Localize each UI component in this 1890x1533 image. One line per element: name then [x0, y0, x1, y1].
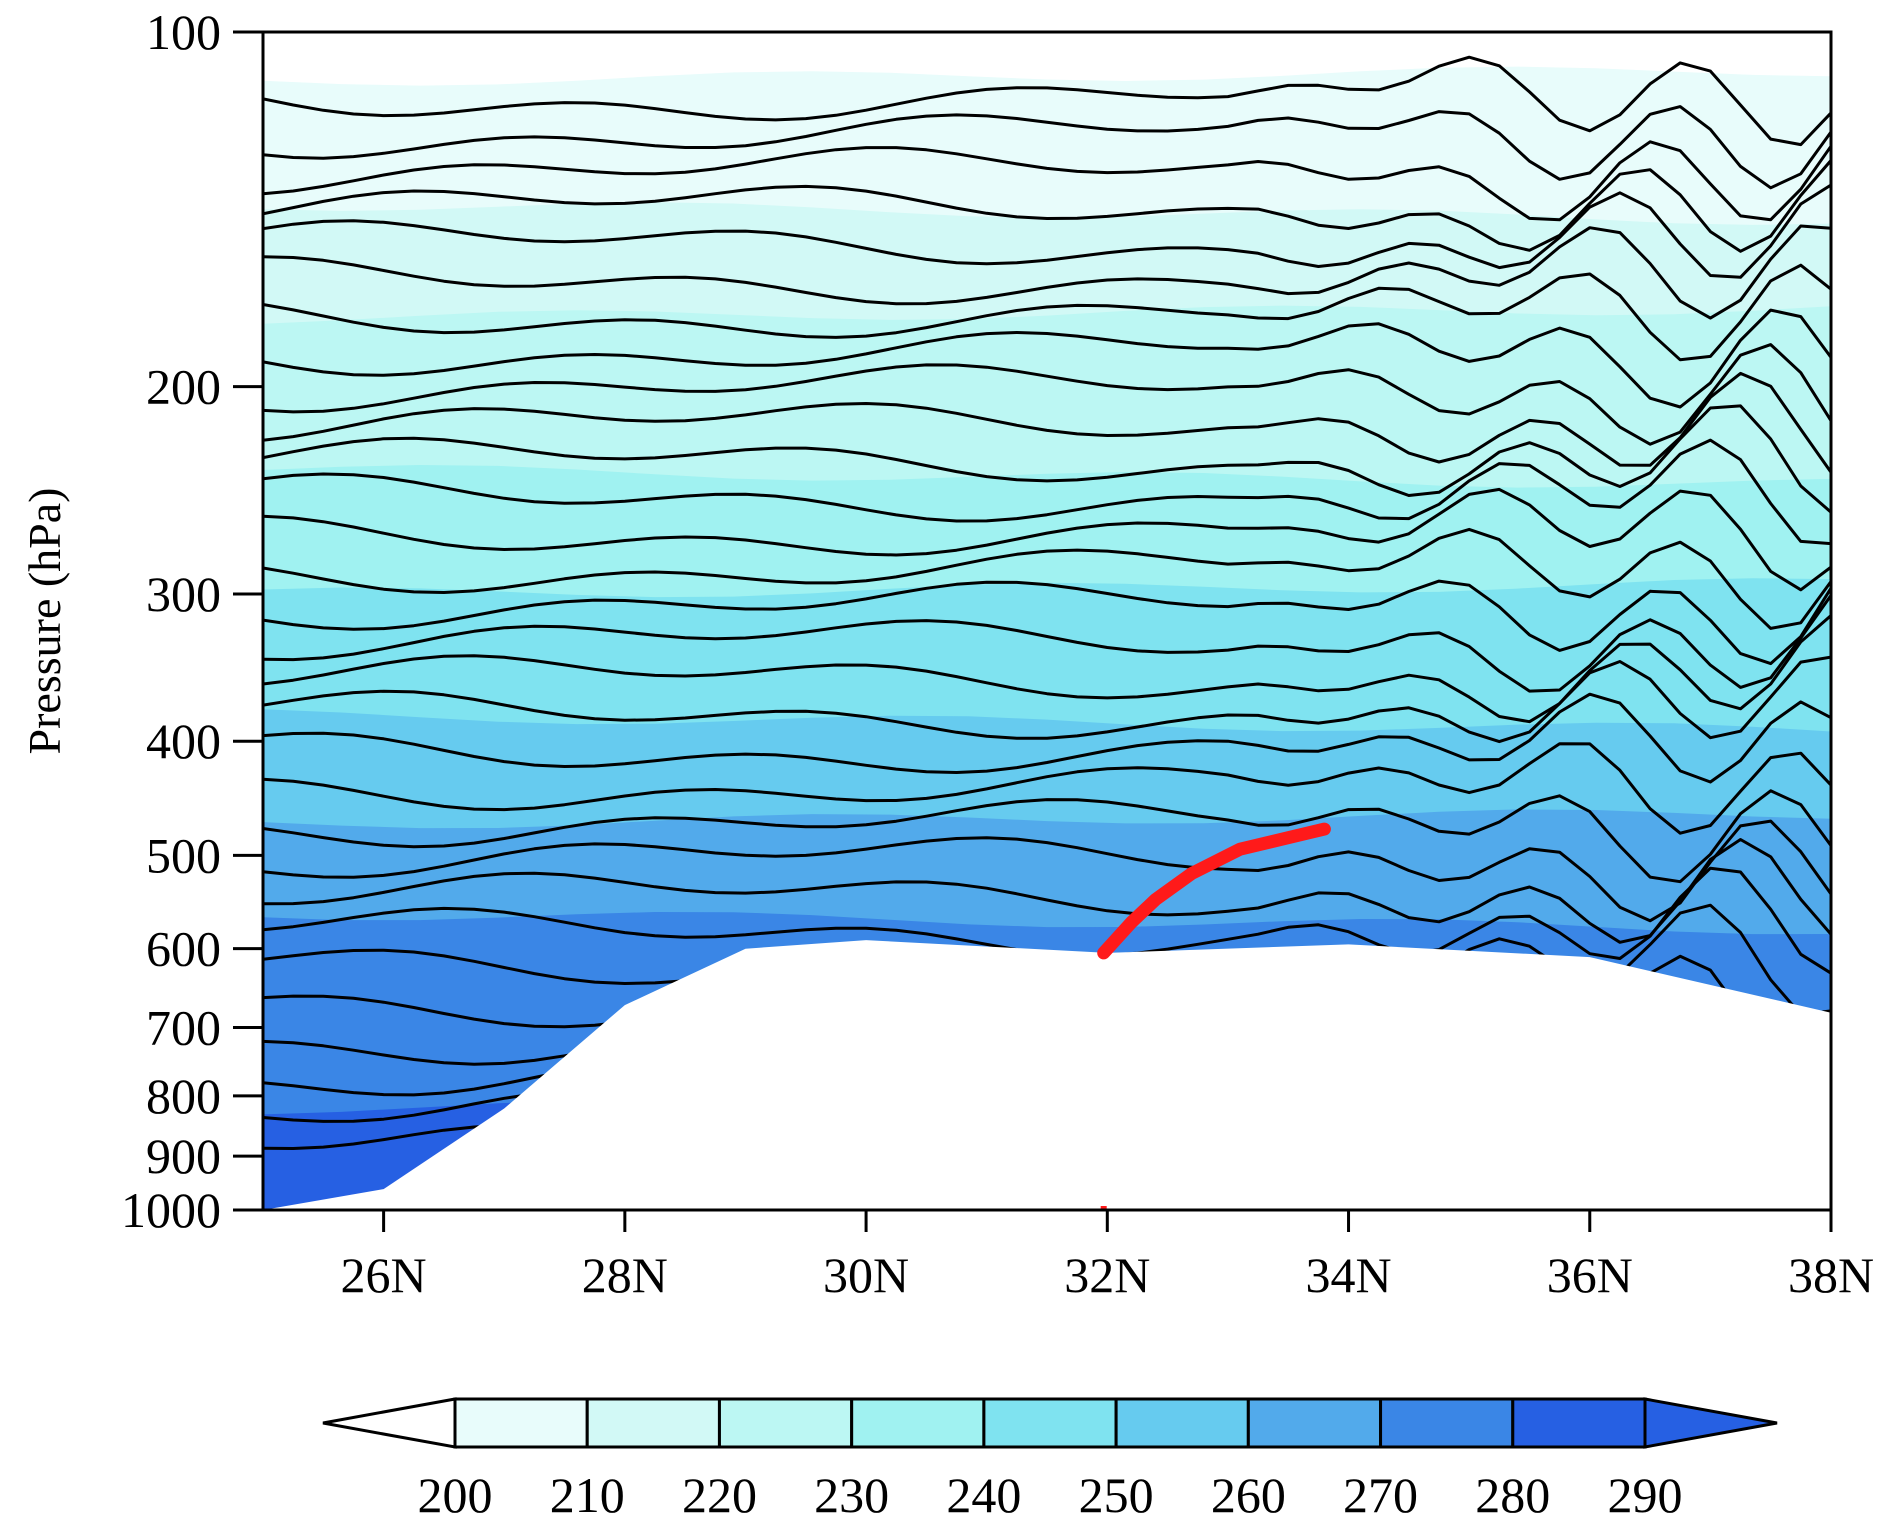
contour-line: [263, 343, 1831, 446]
contour-line: [263, 183, 1831, 279]
y-tick-label: 800: [146, 1068, 221, 1124]
colorbar-left-arrow: [322, 1397, 457, 1449]
colorbar-label: 240: [946, 1467, 1021, 1523]
colorbar-box: [1114, 1397, 1250, 1449]
y-tick-label: 400: [146, 713, 221, 769]
contour-line: [263, 404, 1831, 514]
y-tick-label: 700: [146, 1000, 221, 1056]
contour-line: [263, 655, 1831, 744]
x-tick-label: 38N: [1788, 1247, 1874, 1303]
y-tick-label: 200: [146, 359, 221, 415]
terrain-mask: [263, 940, 1831, 1210]
colorbar-label: 210: [550, 1467, 625, 1523]
colorbar-right-arrow: [1643, 1397, 1778, 1449]
colorbar-label: 250: [1079, 1467, 1154, 1523]
contour-line: [263, 224, 1831, 320]
contour-line: [263, 594, 1831, 693]
red-line-path: [1097, 822, 1331, 960]
y-tick-label: 500: [146, 827, 221, 883]
x-tick-label: 28N: [582, 1247, 668, 1303]
colorbar-label: 260: [1211, 1467, 1286, 1523]
colorbar-box: [982, 1397, 1118, 1449]
contour-line: [263, 487, 1831, 592]
colorbar-box: [1511, 1397, 1647, 1449]
contour-line: [263, 838, 1831, 944]
contour-line: [263, 308, 1831, 409]
y-tick-label: 300: [146, 566, 221, 622]
contour-line: [263, 527, 1831, 630]
colorbar-box: [453, 1397, 589, 1449]
contour-line: [263, 371, 1831, 474]
terrain-fill: [263, 940, 1831, 1210]
contour-line: [263, 263, 1831, 362]
colorbar-box: [585, 1397, 721, 1449]
colorbar-box: [717, 1397, 854, 1449]
red-line: [1097, 822, 1331, 1210]
x-tick-label: 34N: [1305, 1247, 1391, 1303]
x-tick-label: 36N: [1547, 1247, 1633, 1303]
contour-line: [263, 140, 1831, 222]
colorbar-label: 200: [418, 1467, 493, 1523]
colorbar-box: [850, 1397, 986, 1449]
colorbar-label: 230: [814, 1467, 889, 1523]
contour-line: [263, 742, 1831, 835]
contour-line: [263, 692, 1831, 784]
y-tick-label: 600: [146, 921, 221, 977]
x-tick-label: 30N: [823, 1247, 909, 1303]
plot-frame: [261, 30, 1833, 1212]
colorbar-label: 280: [1475, 1467, 1550, 1523]
y-axis-title: Pressure (hPa): [19, 488, 70, 755]
contour-line: [263, 438, 1831, 546]
colorbar-box: [1246, 1397, 1383, 1449]
y-tick-label: 1000: [121, 1182, 221, 1238]
contour-line: [263, 819, 1831, 923]
colorbar-box: [1379, 1397, 1515, 1449]
y-tick-label: 900: [146, 1128, 221, 1184]
colorbar-label: 220: [682, 1467, 757, 1523]
contour-line: [263, 159, 1831, 253]
colorbar-label: 290: [1608, 1467, 1683, 1523]
contour-line: [263, 55, 1831, 147]
colorbar-label: 270: [1343, 1467, 1418, 1523]
contour-line: [263, 789, 1831, 884]
contour-line: [263, 105, 1831, 190]
x-tick-label: 26N: [341, 1247, 427, 1303]
y-tick-label: 100: [146, 4, 221, 60]
x-tick-label: 32N: [1064, 1247, 1150, 1303]
colorbar: 200 210 220 230 240 250 260 270 280 290: [322, 1397, 1778, 1523]
contour-line: [263, 579, 1831, 666]
